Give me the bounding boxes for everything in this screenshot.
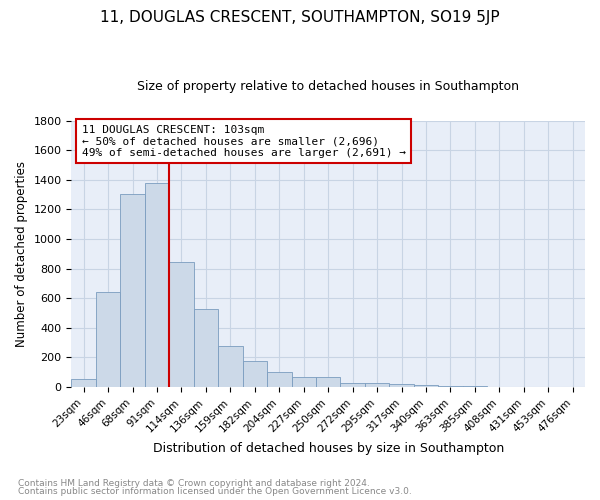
Text: Contains HM Land Registry data © Crown copyright and database right 2024.: Contains HM Land Registry data © Crown c…	[18, 478, 370, 488]
Bar	[414, 385, 438, 387]
Bar	[267, 372, 292, 387]
Bar	[365, 384, 389, 387]
Text: 11, DOUGLAS CRESCENT, SOUTHAMPTON, SO19 5JP: 11, DOUGLAS CRESCENT, SOUTHAMPTON, SO19 …	[100, 10, 500, 25]
X-axis label: Distribution of detached houses by size in Southampton: Distribution of detached houses by size …	[152, 442, 504, 455]
Bar	[145, 182, 169, 387]
Bar	[194, 310, 218, 387]
Bar	[242, 360, 267, 387]
Bar	[292, 378, 316, 387]
Bar	[389, 384, 414, 387]
Bar	[121, 194, 145, 387]
Bar	[169, 262, 194, 387]
Bar	[96, 292, 121, 387]
Title: Size of property relative to detached houses in Southampton: Size of property relative to detached ho…	[137, 80, 519, 93]
Bar	[438, 386, 463, 387]
Bar	[340, 382, 365, 387]
Bar	[316, 378, 340, 387]
Text: 11 DOUGLAS CRESCENT: 103sqm
← 50% of detached houses are smaller (2,696)
49% of : 11 DOUGLAS CRESCENT: 103sqm ← 50% of det…	[82, 124, 406, 158]
Bar	[463, 386, 487, 387]
Bar	[71, 379, 96, 387]
Y-axis label: Number of detached properties: Number of detached properties	[15, 161, 28, 347]
Bar	[218, 346, 242, 387]
Text: Contains public sector information licensed under the Open Government Licence v3: Contains public sector information licen…	[18, 487, 412, 496]
